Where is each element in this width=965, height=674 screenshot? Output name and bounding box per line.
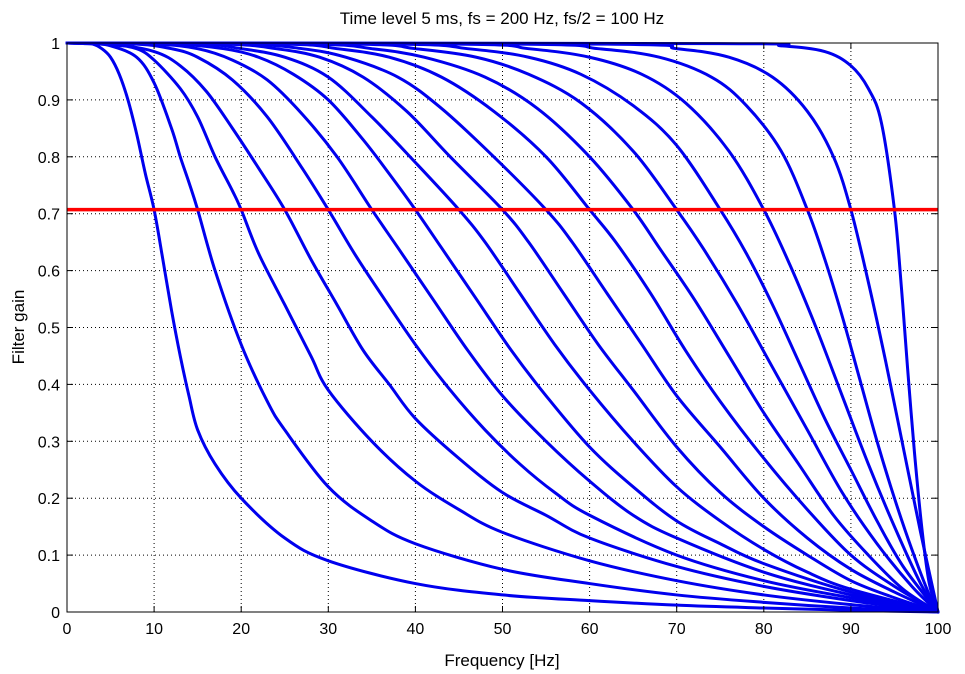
tick-marks xyxy=(66,42,939,613)
y-tick-labels: 0 0.1 0.2 0.3 0.4 0.5 0.6 0.7 0.8 0.9 1 xyxy=(38,36,60,622)
x-tick-label: 50 xyxy=(494,621,512,638)
y-tick-label: 0 xyxy=(51,605,60,622)
y-tick-label: 0.8 xyxy=(38,150,60,167)
y-tick-label: 0.5 xyxy=(38,321,60,338)
gain-curve-40 xyxy=(65,41,940,614)
chart-title: Time level 5 ms, fs = 200 Hz, fs/2 = 100… xyxy=(340,9,664,28)
y-tick-label: 1 xyxy=(51,36,60,53)
gain-curve-10 xyxy=(65,41,940,614)
gain-curve-60 xyxy=(65,41,940,614)
x-tick-label: 80 xyxy=(755,621,773,638)
gain-curve-20 xyxy=(65,41,940,614)
gain-curve-65 xyxy=(65,41,940,614)
gain-curve-55 xyxy=(65,41,940,614)
x-tick-labels: 0 10 20 30 40 50 60 70 80 90 100 xyxy=(63,621,952,638)
x-tick-label: 70 xyxy=(668,621,686,638)
y-tick-label: 0.9 xyxy=(38,93,60,110)
y-tick-label: 0.1 xyxy=(38,548,60,565)
gain-curve-25 xyxy=(65,41,940,614)
gain-curve-15 xyxy=(65,41,940,614)
x-tick-label: 40 xyxy=(407,621,425,638)
x-tick-label: 100 xyxy=(925,621,952,638)
gain-curve-75 xyxy=(65,41,940,614)
x-tick-label: 60 xyxy=(581,621,599,638)
gain-curve-45 xyxy=(65,41,940,614)
gain-curve-50 xyxy=(65,41,940,614)
x-tick-label: 30 xyxy=(319,621,337,638)
grid-lines xyxy=(67,43,938,612)
x-tick-label: 10 xyxy=(145,621,163,638)
y-axis-label: Filter gain xyxy=(9,290,28,365)
x-tick-label: 0 xyxy=(63,621,72,638)
gain-curve-30 xyxy=(65,41,940,614)
y-tick-label: 0.3 xyxy=(38,434,60,451)
gain-curve-35 xyxy=(65,41,940,614)
gain-curve-95 xyxy=(65,41,940,614)
x-tick-label: 20 xyxy=(232,621,250,638)
y-tick-label: 0.6 xyxy=(38,264,60,281)
x-tick-label: 90 xyxy=(842,621,860,638)
series-layer xyxy=(65,41,940,614)
y-tick-label: 0.4 xyxy=(38,377,60,394)
x-axis-label: Frequency [Hz] xyxy=(444,651,559,670)
y-tick-label: 0.7 xyxy=(38,207,60,224)
y-tick-label: 0.2 xyxy=(38,491,60,508)
